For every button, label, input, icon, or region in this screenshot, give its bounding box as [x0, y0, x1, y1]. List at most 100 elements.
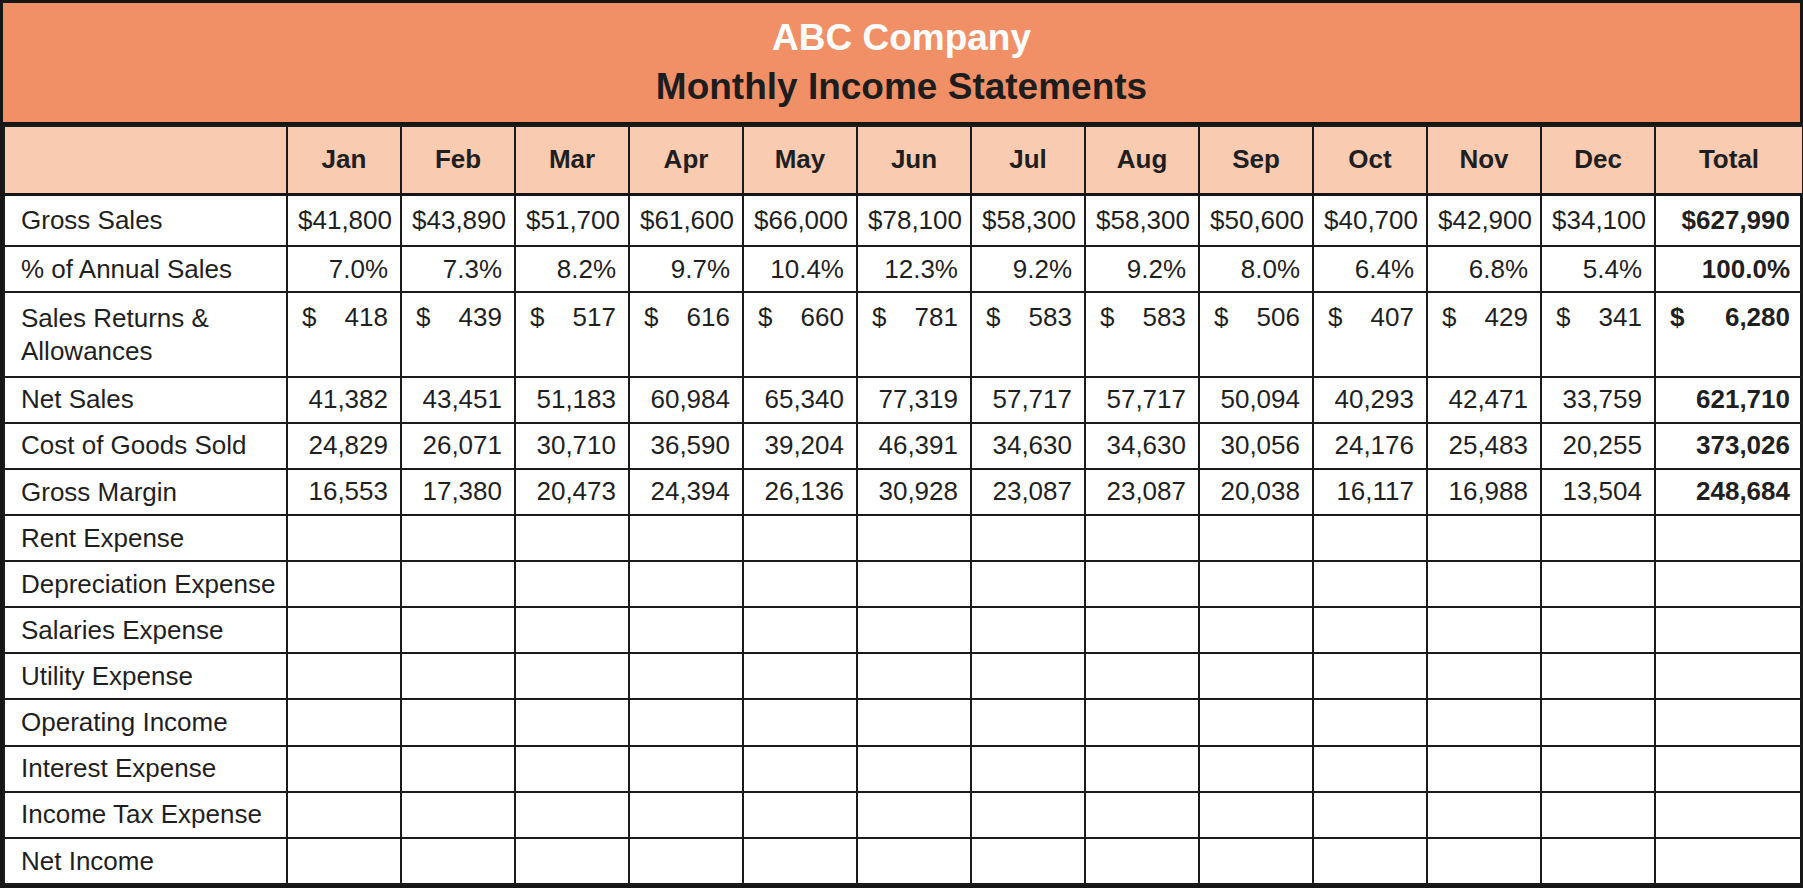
- value-cell: [629, 607, 743, 653]
- value-cell: 40,293: [1313, 377, 1427, 423]
- value-cell: 51,183: [515, 377, 629, 423]
- value-cell: 36,590: [629, 423, 743, 469]
- value-cell: 7.0%: [287, 246, 401, 292]
- table-row: Net Sales41,38243,45151,18360,98465,3407…: [4, 377, 1803, 423]
- value-cell: [1427, 653, 1541, 699]
- value-cell: [743, 515, 857, 561]
- value-cell: 77,319: [857, 377, 971, 423]
- value-cell: [1199, 746, 1313, 792]
- value-cell: [1427, 792, 1541, 838]
- value-cell: 13,504: [1541, 469, 1655, 515]
- value-cell: $660: [743, 292, 857, 376]
- value-cell: $61,600: [629, 194, 743, 246]
- value-cell: [287, 699, 401, 745]
- value-cell: [401, 792, 515, 838]
- value-cell: 20,473: [515, 469, 629, 515]
- corner-header-cell: [4, 126, 287, 194]
- value-cell: [1313, 746, 1427, 792]
- value-cell: [971, 792, 1085, 838]
- total-cell: [1655, 607, 1803, 653]
- value-cell: $50,600: [1199, 194, 1313, 246]
- value-cell: [971, 699, 1085, 745]
- row-label: Income Tax Expense: [4, 792, 287, 838]
- month-header-apr: Apr: [629, 126, 743, 194]
- value-cell: [287, 561, 401, 607]
- value-cell: [1541, 515, 1655, 561]
- amount: 517: [573, 302, 616, 333]
- value-cell: [857, 653, 971, 699]
- total-cell: [1655, 699, 1803, 745]
- table-row: Interest Expense: [4, 746, 1803, 792]
- value-cell: 6.8%: [1427, 246, 1541, 292]
- value-cell: [1427, 607, 1541, 653]
- value-cell: [743, 838, 857, 884]
- amount: 616: [687, 302, 730, 333]
- table-row: Depreciation Expense: [4, 561, 1803, 607]
- currency-symbol: $: [868, 302, 886, 333]
- table-row: Cost of Goods Sold24,82926,07130,71036,5…: [4, 423, 1803, 469]
- value-cell: 20,038: [1199, 469, 1313, 515]
- value-cell: [743, 699, 857, 745]
- value-cell: [401, 746, 515, 792]
- table-row: Income Tax Expense: [4, 792, 1803, 838]
- table-row: Rent Expense: [4, 515, 1803, 561]
- value-cell: [1313, 838, 1427, 884]
- value-cell: [1541, 838, 1655, 884]
- amount: 660: [801, 302, 844, 333]
- value-cell: 16,988: [1427, 469, 1541, 515]
- income-statement-table: JanFebMarAprMayJunJulAugSepOctNovDecTota…: [3, 125, 1803, 885]
- total-cell: [1655, 515, 1803, 561]
- amount: 439: [459, 302, 502, 333]
- value-cell: $781: [857, 292, 971, 376]
- value-cell: 34,630: [1085, 423, 1199, 469]
- value-cell: 9.2%: [1085, 246, 1199, 292]
- row-label: Net Income: [4, 838, 287, 884]
- value-cell: [857, 699, 971, 745]
- company-title: ABC Company: [772, 14, 1031, 62]
- value-cell: $43,890: [401, 194, 515, 246]
- value-cell: 12.3%: [857, 246, 971, 292]
- total-cell: 621,710: [1655, 377, 1803, 423]
- total-cell: $627,990: [1655, 194, 1803, 246]
- value-cell: 24,829: [287, 423, 401, 469]
- amount: 407: [1371, 302, 1414, 333]
- value-cell: [515, 746, 629, 792]
- value-cell: 5.4%: [1541, 246, 1655, 292]
- value-cell: $41,800: [287, 194, 401, 246]
- value-cell: [1085, 515, 1199, 561]
- value-cell: 9.2%: [971, 246, 1085, 292]
- row-label: Salaries Expense: [4, 607, 287, 653]
- title-band: ABC Company Monthly Income Statements: [3, 3, 1800, 125]
- currency-symbol: $: [640, 302, 658, 333]
- value-cell: [1085, 653, 1199, 699]
- value-cell: [629, 561, 743, 607]
- value-cell: [515, 515, 629, 561]
- value-cell: 50,094: [1199, 377, 1313, 423]
- value-cell: [1313, 653, 1427, 699]
- row-label: Cost of Goods Sold: [4, 423, 287, 469]
- value-cell: [1199, 515, 1313, 561]
- value-cell: $42,900: [1427, 194, 1541, 246]
- row-label: Sales Returns & Allowances: [4, 292, 287, 376]
- month-header-jun: Jun: [857, 126, 971, 194]
- value-cell: [515, 792, 629, 838]
- value-cell: [1313, 561, 1427, 607]
- value-cell: [515, 653, 629, 699]
- value-cell: 30,710: [515, 423, 629, 469]
- value-cell: 10.4%: [743, 246, 857, 292]
- value-cell: 57,717: [971, 377, 1085, 423]
- value-cell: [1085, 838, 1199, 884]
- value-cell: $407: [1313, 292, 1427, 376]
- value-cell: [1199, 838, 1313, 884]
- value-cell: [401, 515, 515, 561]
- value-cell: [1427, 699, 1541, 745]
- value-cell: [971, 607, 1085, 653]
- amount: 6,280: [1725, 302, 1790, 333]
- value-cell: [1085, 561, 1199, 607]
- value-cell: [743, 792, 857, 838]
- currency-symbol: $: [1438, 302, 1456, 333]
- value-cell: [1085, 792, 1199, 838]
- value-cell: [743, 653, 857, 699]
- value-cell: [515, 699, 629, 745]
- month-header-oct: Oct: [1313, 126, 1427, 194]
